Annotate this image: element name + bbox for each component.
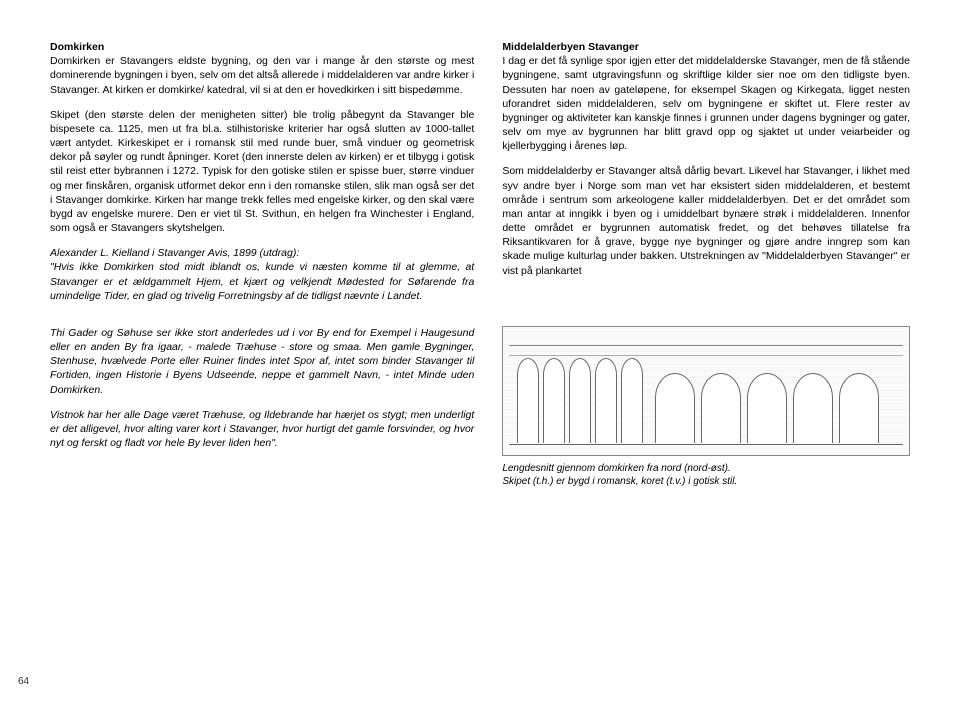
domkirken-intro: Domkirken Domkirken er Stavangers eldste… [50,40,474,97]
two-column-layout: Domkirken Domkirken er Stavangers eldste… [50,40,910,314]
lower-row: Thi Gader og Søhuse ser ikke stort ander… [50,326,910,488]
left-p2: Skipet (den største delen der menigheten… [50,108,474,236]
right-p1: I dag er det få synlige spor igjen etter… [502,55,910,152]
quote-3: Vistnok har her alle Dage været Træhuse,… [50,408,474,451]
lower-left-column: Thi Gader og Søhuse ser ikke stort ander… [50,326,474,488]
right-column: Middelalderbyen Stavanger I dag er det f… [502,40,910,314]
romanesque-arch [793,373,833,443]
quote-1: "Hvis ikke Domkirken stod midt iblandt o… [50,261,474,301]
right-p2: Som middelalderby er Stavanger altså dår… [502,164,910,277]
gothic-arch [517,358,539,443]
romanesque-arch [839,373,879,443]
romanesque-arch [655,373,695,443]
caption-line2: Skipet (t.h.) er bygd i romansk, koret (… [502,476,737,487]
left-column: Domkirken Domkirken er Stavangers eldste… [50,40,474,314]
left-p1: Domkirken er Stavangers eldste bygning, … [50,55,474,95]
romanesque-arch [747,373,787,443]
quote-2: Thi Gader og Søhuse ser ikke stort ander… [50,326,474,397]
gothic-arch [569,358,591,443]
heading-middelalder: Middelalderbyen Stavanger [502,41,639,53]
heading-domkirken: Domkirken [50,41,104,53]
gothic-arch [595,358,617,443]
gothic-arch [621,358,643,443]
quote-intro: Alexander L. Kielland i Stavanger Avis, … [50,247,299,259]
lower-right-column: Lengdesnitt gjennom domkirken fra nord (… [502,326,910,488]
middelalder-intro: Middelalderbyen Stavanger I dag er det f… [502,40,910,153]
gothic-arch [543,358,565,443]
romanesque-arch [701,373,741,443]
cathedral-section-drawing [502,326,910,456]
caption-line1: Lengdesnitt gjennom domkirken fra nord (… [502,463,730,474]
page-number: 64 [18,676,29,687]
quote-block-1: Alexander L. Kielland i Stavanger Avis, … [50,246,474,303]
drawing-baseline [509,444,903,445]
figure-caption: Lengdesnitt gjennom domkirken fra nord (… [502,462,910,488]
drawing-roofline2 [509,355,903,356]
drawing-roofline [509,345,903,346]
